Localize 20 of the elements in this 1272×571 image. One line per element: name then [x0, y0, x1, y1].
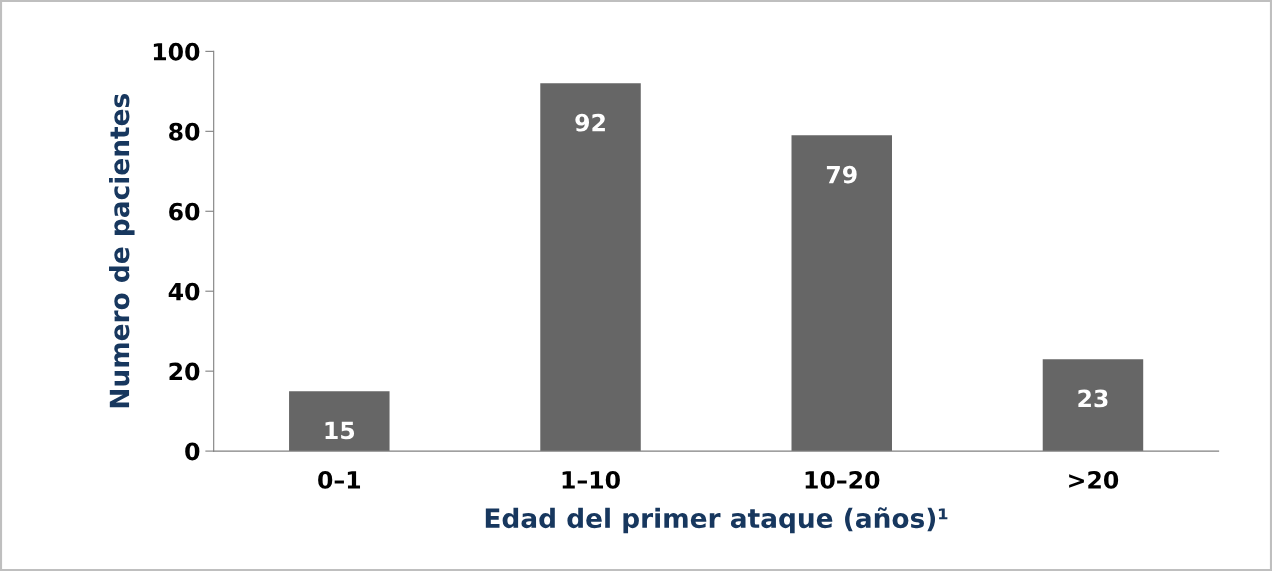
- y-tick-label: 80: [169, 122, 200, 141]
- x-tick-label: 1–10: [562, 470, 620, 489]
- y-tick-label: 60: [169, 202, 200, 221]
- bar: [540, 83, 641, 452]
- y-tick-label: 100: [153, 42, 200, 61]
- data-label: 79: [826, 165, 857, 184]
- x-axis-title: Edad del primer ataque (años)¹: [485, 507, 948, 534]
- y-tick-label: 0: [185, 442, 200, 461]
- data-label: 15: [325, 421, 355, 440]
- y-tick-label: 20: [169, 362, 200, 381]
- y-tick-label: 40: [168, 282, 200, 301]
- data-label: 23: [1078, 389, 1108, 408]
- y-axis-title: Numero de pacientes: [109, 94, 135, 408]
- x-tick-label: >20: [1069, 470, 1119, 489]
- x-tick-label: 0–1: [318, 470, 361, 489]
- data-label: 92: [575, 113, 605, 132]
- x-tick-label: 10–20: [805, 470, 880, 489]
- bar: [289, 391, 390, 452]
- bar: [1042, 359, 1144, 452]
- bar: [791, 135, 892, 452]
